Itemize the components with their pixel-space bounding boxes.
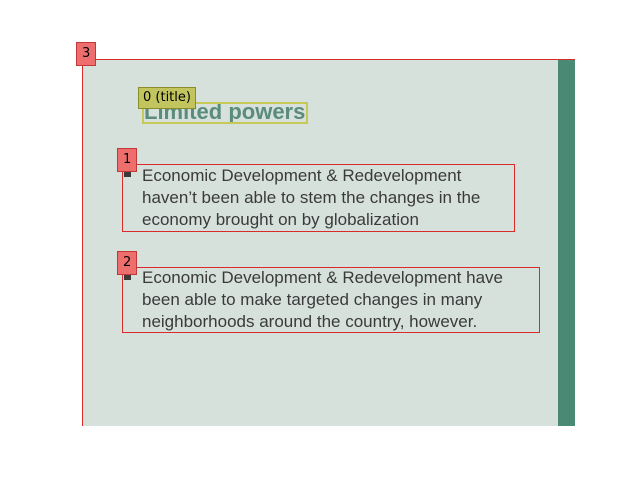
title-annotation-tag: 0 (title) xyxy=(138,87,196,109)
slide-accent-stripe xyxy=(558,59,575,426)
bullet-2-line: Economic Development & Redevelopment hav… xyxy=(142,268,503,287)
slide-annotation-tag: 3 xyxy=(76,42,96,66)
bullet-1-line: haven’t been able to stem the changes in… xyxy=(142,188,481,207)
bullet-2-region-outline xyxy=(122,267,540,333)
bullet-square-icon xyxy=(124,273,131,280)
bullet-1-line: economy brought on by globalization xyxy=(142,210,419,229)
bullet-1-line: Economic Development & Redevelopment xyxy=(142,166,462,185)
title-region-outline xyxy=(142,102,308,124)
slide-canvas xyxy=(82,59,575,426)
bullet-1-text: Economic Development & Redevelopment hav… xyxy=(142,165,480,231)
bullet-1-annotation-tag: 1 xyxy=(117,148,137,172)
bullet-1-region-outline xyxy=(122,164,515,232)
bullet-2-annotation-tag: 2 xyxy=(117,251,137,275)
bullet-2-line: neighborhoods around the country, howeve… xyxy=(142,312,478,331)
bullet-2-line: been able to make targeted changes in ma… xyxy=(142,290,483,309)
bullet-square-icon xyxy=(124,170,131,177)
bullet-2-text: Economic Development & Redevelopment hav… xyxy=(142,267,503,333)
slide-region-outline xyxy=(82,59,575,426)
